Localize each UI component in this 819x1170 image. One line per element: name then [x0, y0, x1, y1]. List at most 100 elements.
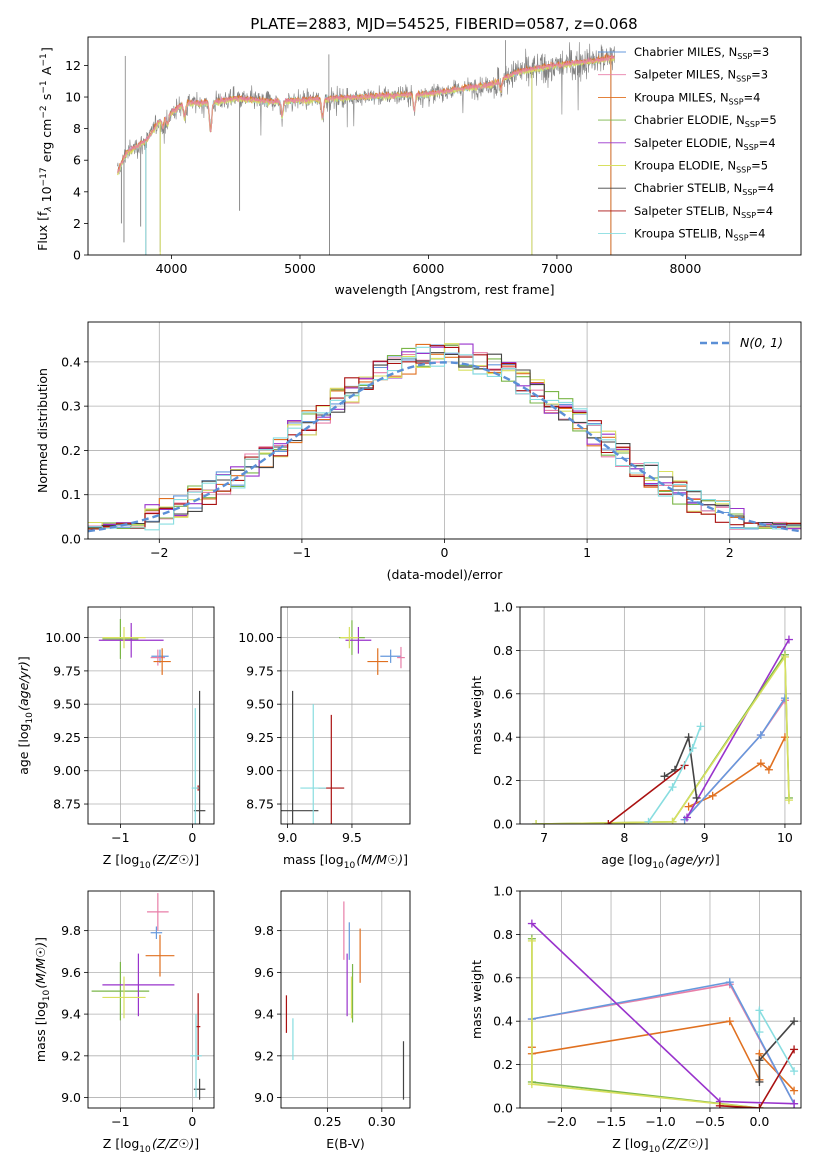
legend-sub: SSP: [741, 211, 756, 220]
y-tick-label: 2: [73, 216, 81, 231]
y-tick-label: 9.50: [53, 697, 81, 712]
x-tick-label: 9.0: [278, 830, 298, 845]
panel-mass-vs-Z: −1 09.09.29.49.69.8Z [log10 (Z/Z☉)]mass […: [33, 890, 215, 1155]
label-sup: −1: [39, 80, 49, 93]
x-tick-label: 0: [188, 830, 196, 845]
y-axis-label: age [log10 (age/yr)]: [16, 656, 35, 775]
legend-label-chabrier_miles: Chabrier MILES, NSSP=3: [634, 45, 769, 61]
legend-text: =4: [744, 90, 761, 104]
label-sub: λ: [44, 206, 54, 212]
x-tick-label: 5000: [284, 261, 316, 276]
label-italic: (Z/Z☉): [661, 1136, 703, 1151]
y-tick-label: 9.0: [61, 1090, 81, 1105]
label-part: Z [: [103, 852, 120, 867]
y-tick-label: 0.0: [493, 1101, 513, 1116]
legend-text: Salpeter STELIB, N: [634, 204, 741, 218]
legend-label-salpeter_elodie: Salpeter ELODIE, NSSP=4: [634, 136, 776, 152]
label-part: ]: [194, 1136, 199, 1151]
x-axis-label: wavelength [Angstrom, rest frame]: [334, 282, 554, 297]
x-tick-label: 7000: [541, 261, 573, 276]
legend-label-salpeter_stelib: Salpeter STELIB, NSSP=4: [634, 204, 773, 220]
y-tick-label: 0.2: [61, 443, 81, 458]
y-tick-label: 1.0: [493, 884, 513, 899]
y-tick-label: 9.4: [254, 1007, 274, 1022]
axes-frame: [519, 606, 802, 825]
y-tick-label: 9.25: [53, 730, 81, 745]
label-italic: (Z/Z☉): [152, 852, 194, 867]
legend-text: Kroupa ELODIE, N: [634, 159, 736, 173]
axes-frame: [280, 890, 411, 1109]
y-tick-label: 0.6: [493, 970, 513, 985]
y-tick-label: 10.00: [45, 630, 81, 645]
legend-text: =4: [757, 181, 774, 195]
panel-mass-vs-EBV: 0.25 0.30 9.0 9.2 9.4 9.6 9.8 E(B-V): [254, 890, 411, 1151]
y-tick-label: 0.0: [61, 532, 81, 547]
label-part: Normed distribution: [35, 368, 50, 493]
gaussian-curve: [88, 361, 801, 533]
label-part: 10: [39, 186, 54, 206]
weight-line-chabrier_elodie: [536, 652, 790, 824]
legend-text: =3: [752, 45, 769, 59]
observed-spectrum: [117, 42, 615, 175]
plot-area: [88, 891, 214, 1108]
model-spectrum-kroupa_stelib: [117, 54, 616, 174]
label-part: log: [33, 1001, 48, 1020]
legend-text: Salpeter MILES, N: [634, 68, 736, 82]
label-sub: 10: [344, 861, 356, 871]
legend-sub: SSP: [737, 52, 752, 61]
x-axis-label: age [log10 (age/yr)]: [601, 852, 720, 871]
label-sub: 10: [42, 990, 52, 1002]
x-tick-label: 0.0: [749, 1114, 769, 1129]
label-sup: −2: [39, 105, 49, 118]
x-tick-label: 4000: [156, 261, 188, 276]
weight-line-kroupa_stelib: [647, 726, 702, 823]
label-part: s: [39, 94, 54, 105]
legend-label-kroupa_elodie: Kroupa ELODIE, NSSP=5: [634, 159, 768, 175]
x-tick-label: −1: [111, 1114, 129, 1129]
legend-text: =4: [759, 136, 776, 150]
label-part: Z [: [612, 1136, 629, 1151]
weight-line-salpeter_elodie: [531, 922, 795, 1105]
y-tick-label: 9.8: [254, 923, 274, 938]
weight-line-chabrier_elodie: [531, 938, 760, 1108]
label-italic: (M/M☉): [33, 942, 48, 989]
legend-sub: SSP: [734, 234, 749, 243]
legend-text: Chabrier STELIB, N: [634, 181, 742, 195]
legend-text: Salpeter ELODIE, N: [634, 136, 744, 150]
y-tick-label: 9.75: [246, 663, 274, 678]
x-tick-label: 0.25: [314, 1114, 342, 1129]
legend-sub: SSP: [744, 143, 759, 152]
panel-massweight-vs-Z: −2.0 −1.5 −1.0 −0.5 0.0 0.0 0.2 0.4 0.6 0.8 1.0 Z […: [469, 884, 802, 1155]
axes-frame: [87, 606, 215, 825]
model-spectrum-salpeter_miles: [117, 54, 616, 174]
label-sub: 10: [139, 1145, 151, 1155]
y-tick-label: 4: [73, 184, 81, 199]
y-tick-label: 1.0: [493, 600, 513, 615]
label-part: log: [16, 724, 31, 743]
model-spectrum-kroupa_miles: [117, 52, 615, 173]
x-tick-label: −1.0: [645, 1114, 675, 1129]
y-tick-label: 0.0: [493, 817, 513, 832]
y-tick-label: 0.4: [61, 354, 81, 369]
y-tick-label: 9.0: [254, 1090, 274, 1105]
label-part: log: [325, 852, 344, 867]
y-tick-label: 9.6: [61, 965, 81, 980]
y-tick-label: 9.2: [254, 1048, 274, 1063]
panel-residuals: −2 −1 0 1 2 0.0 0.1 0.2 0.3 0.4 N(0, 1) (data-model…: [35, 321, 802, 582]
x-tick-label: 2: [726, 545, 734, 560]
x-tick-label: 0: [188, 1114, 196, 1129]
weight-line-salpeter_stelib: [607, 764, 686, 824]
x-tick-label: 0: [441, 545, 449, 560]
x-axis-label: E(B-V): [326, 1136, 365, 1151]
y-axis-label: mass weight: [469, 676, 484, 755]
weight-line-kroupa_elodie: [536, 654, 790, 824]
weight-line-kroupa_elodie: [531, 940, 760, 1108]
weight-line-kroupa_miles: [688, 736, 786, 808]
panel-age-vs-mass: 9.0 9.5 8.75 9.00 9.25 9.50 9.75 10.00 mass [log…: [238, 606, 411, 871]
y-tick-label: 0.6: [493, 686, 513, 701]
histogram-salpeter_stelib: [88, 345, 801, 530]
plot-area: [88, 322, 801, 539]
y-tick-label: 12: [65, 58, 81, 73]
label-sub: 10: [652, 861, 664, 871]
y-tick-label: 10.00: [238, 630, 274, 645]
